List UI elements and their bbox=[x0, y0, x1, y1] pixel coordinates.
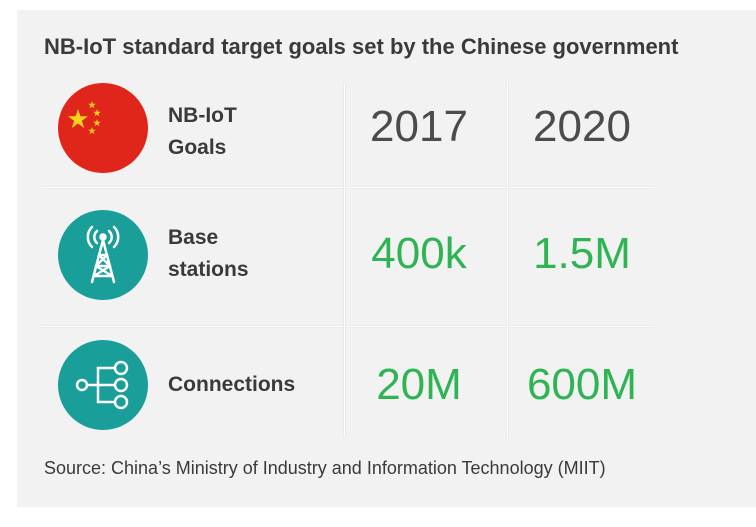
row-label-base-stations: Base stations bbox=[168, 222, 338, 286]
cell-tower-icon bbox=[58, 210, 148, 300]
header-label-line1: NB-IoT bbox=[168, 104, 237, 127]
header-label: NB-IoT Goals bbox=[168, 100, 338, 164]
row-label-base-stations-line1: Base bbox=[168, 226, 219, 249]
column-divider-2 bbox=[507, 83, 508, 437]
connections-2020-value: 600M bbox=[526, 360, 638, 409]
year-2017-header: 2017 bbox=[370, 102, 468, 151]
row-label-connections: Connections bbox=[168, 369, 338, 401]
year-2020-header: 2020 bbox=[533, 102, 631, 151]
connections-2017-value: 20M bbox=[376, 360, 462, 409]
source-note: Source: China’s Ministry of Industry and… bbox=[44, 458, 606, 478]
chart-title: NB-IoT standard target goals set by the … bbox=[44, 34, 679, 59]
row-label-connections-line1: Connections bbox=[168, 373, 296, 396]
infographic-card: NB-IoT standard target goals set by the … bbox=[17, 10, 756, 507]
row-divider-2 bbox=[41, 326, 654, 327]
base-stations-2020-value: 1.5M bbox=[533, 229, 631, 278]
row-label-base-stations-line2: stations bbox=[168, 258, 249, 281]
network-nodes-icon bbox=[58, 340, 148, 430]
column-divider-1 bbox=[344, 83, 345, 437]
base-stations-2017-value: 400k bbox=[371, 229, 467, 278]
header-label-line2: Goals bbox=[168, 136, 227, 159]
china-flag-icon bbox=[58, 83, 148, 173]
row-divider-1 bbox=[41, 187, 654, 188]
